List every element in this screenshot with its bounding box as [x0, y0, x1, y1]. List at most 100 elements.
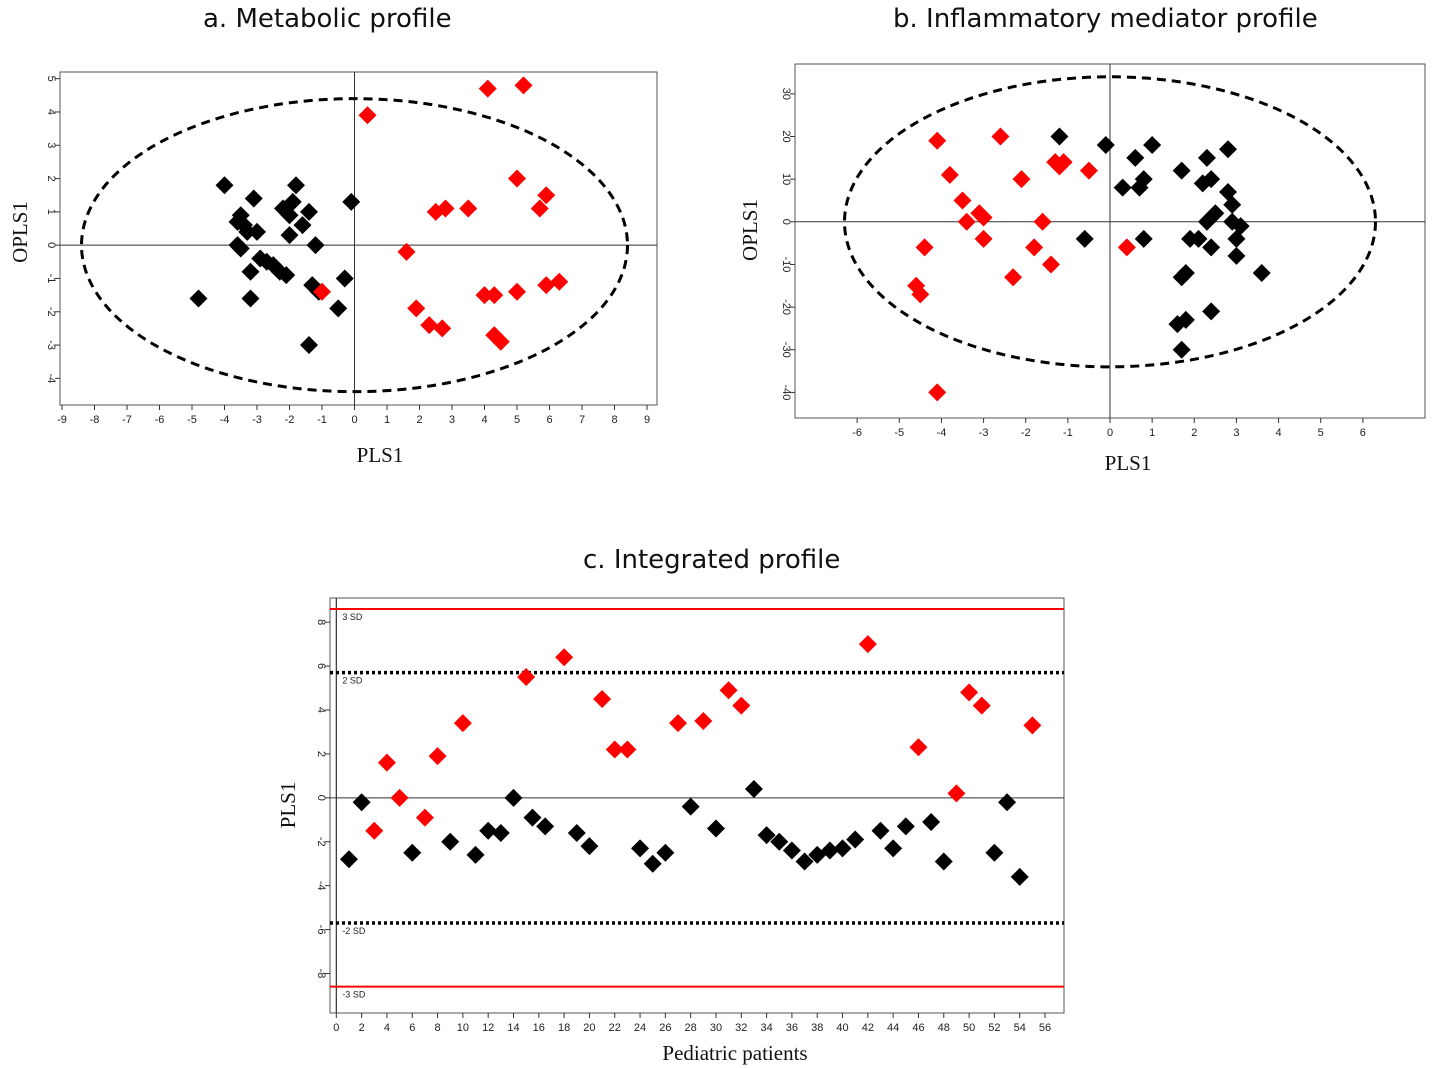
y-tick-label-a-9: 5 — [45, 76, 57, 82]
x-tick-label-c-12: 24 — [634, 1022, 646, 1034]
x-tick-label-c-27: 54 — [1014, 1022, 1026, 1034]
data-point-a-black-0 — [189, 289, 208, 308]
x-tick-label-a-1: -8 — [90, 414, 100, 426]
y-axis-label-b: OPLS1 — [738, 199, 762, 261]
data-point-a-red-6 — [433, 319, 452, 338]
data-point-b-black-16 — [1189, 229, 1208, 248]
chart-b: -6 -5 -4 -3 -2 -1 0 1 2 3 4 5 6-40-30-20-100102030PL… — [738, 63, 1426, 475]
plot-frame-a — [59, 71, 658, 406]
y-tick-label-c-8: 8 — [315, 619, 327, 625]
data-point-a-black-23 — [306, 236, 325, 255]
data-point-a-red-1 — [478, 79, 497, 98]
data-point-b-red-11 — [1033, 212, 1052, 231]
x-tick-label-c-25: 50 — [963, 1022, 975, 1034]
data-point-c-red-4 — [428, 747, 447, 766]
data-point-c-red-1 — [377, 753, 396, 772]
data-point-c-black-6 — [491, 823, 510, 842]
data-point-c-black-16 — [706, 819, 725, 838]
x-tick-label-c-7: 14 — [507, 1022, 519, 1034]
y-tick-label-c-2: -4 — [315, 881, 327, 891]
data-point-b-black-21 — [1202, 238, 1221, 257]
data-point-b-black-0 — [1050, 127, 1069, 146]
data-point-a-black-1 — [215, 176, 234, 195]
x-tick-label-c-11: 22 — [609, 1022, 621, 1034]
data-point-a-red-20 — [313, 282, 331, 301]
data-point-b-red-17 — [1117, 238, 1136, 257]
x-tick-label-a-11: 2 — [416, 414, 422, 426]
data-point-b-black-3 — [1126, 148, 1145, 167]
data-point-c-red-3 — [415, 808, 434, 827]
data-point-c-red-15 — [858, 635, 877, 654]
y-tick-label-a-3: -1 — [45, 274, 57, 284]
y-tick-label-b-1: -30 — [780, 342, 792, 358]
x-tick-label-b-8: 2 — [1191, 427, 1197, 439]
data-point-c-black-31 — [985, 843, 1004, 862]
x-tick-label-c-10: 20 — [583, 1022, 595, 1034]
chart-c-title: c. Integrated profile — [583, 545, 841, 575]
x-tick-label-a-5: -4 — [220, 414, 230, 426]
reference-line-label-c-1: 2 SD — [342, 676, 363, 686]
x-tick-label-a-0: -9 — [57, 414, 67, 426]
data-point-a-red-2 — [514, 76, 533, 95]
data-point-a-black-18 — [280, 226, 299, 245]
reference-line-label-c-2: -2 SD — [342, 926, 366, 936]
data-point-a-black-8 — [244, 189, 263, 208]
data-point-b-black-2 — [1113, 178, 1132, 197]
x-tick-label-c-1: 2 — [359, 1022, 365, 1034]
data-point-c-red-17 — [947, 784, 966, 803]
data-point-c-black-25 — [846, 830, 865, 849]
data-point-b-black-24 — [1219, 140, 1237, 159]
data-point-a-black-5 — [238, 222, 257, 241]
x-tick-label-c-9: 18 — [558, 1022, 570, 1034]
data-point-b-black-9 — [1172, 161, 1191, 180]
data-point-c-red-16 — [909, 738, 928, 757]
x-tick-label-b-5: -1 — [1063, 427, 1073, 439]
data-point-c-black-1 — [352, 793, 371, 812]
data-point-b-red-18 — [915, 238, 934, 257]
data-point-a-red-5 — [420, 316, 439, 335]
y-tick-label-c-0: -8 — [315, 969, 327, 979]
data-point-a-red-9 — [459, 199, 478, 218]
y-tick-label-a-0: -4 — [45, 373, 57, 383]
data-point-c-black-3 — [441, 832, 460, 851]
x-tick-label-c-26: 52 — [988, 1022, 1000, 1034]
y-tick-label-a-5: 1 — [45, 209, 57, 215]
data-point-b-black-6 — [1143, 136, 1162, 155]
x-tick-label-b-1: -5 — [894, 427, 904, 439]
data-point-c-black-26 — [871, 821, 890, 840]
data-point-c-red-13 — [719, 681, 738, 700]
x-axis-label-b: PLS1 — [1105, 451, 1152, 475]
data-point-c-red-6 — [517, 668, 536, 687]
reference-line-label-c-3: -3 SD — [342, 990, 366, 1000]
data-point-a-red-10 — [475, 286, 494, 305]
data-point-a-black-30 — [277, 266, 296, 285]
x-tick-label-a-15: 6 — [546, 414, 552, 426]
data-point-c-black-0 — [339, 850, 358, 869]
x-tick-label-c-17: 34 — [760, 1022, 772, 1034]
data-point-a-red-4 — [407, 299, 426, 318]
x-tick-label-a-3: -6 — [155, 414, 165, 426]
y-tick-label-b-7: 30 — [780, 88, 792, 100]
data-point-a-black-28 — [335, 269, 354, 288]
data-point-c-black-19 — [770, 832, 789, 851]
data-point-c-black-30 — [934, 852, 953, 871]
data-point-c-black-10 — [567, 823, 586, 842]
data-point-b-red-20 — [911, 285, 930, 304]
data-point-c-red-5 — [453, 714, 472, 733]
data-point-a-black-20 — [287, 176, 305, 195]
data-point-a-red-3 — [397, 242, 416, 261]
data-point-c-black-8 — [523, 808, 542, 827]
x-tick-label-a-13: 4 — [481, 414, 487, 426]
x-tick-label-a-7: -2 — [285, 414, 295, 426]
data-point-b-black-18 — [1197, 148, 1216, 167]
y-tick-label-a-6: 2 — [45, 175, 57, 181]
y-tick-label-c-5: 2 — [315, 751, 327, 757]
y-tick-label-a-7: 3 — [45, 142, 57, 148]
chart-b-title: b. Inflammatory mediator profile — [893, 4, 1318, 34]
y-tick-label-a-4: 0 — [45, 242, 57, 248]
x-tick-label-c-16: 32 — [735, 1022, 747, 1034]
data-point-c-black-29 — [922, 812, 941, 831]
x-tick-label-c-23: 46 — [912, 1022, 924, 1034]
x-tick-label-c-13: 26 — [659, 1022, 671, 1034]
y-axis-label-a: OPLS1 — [8, 201, 32, 263]
